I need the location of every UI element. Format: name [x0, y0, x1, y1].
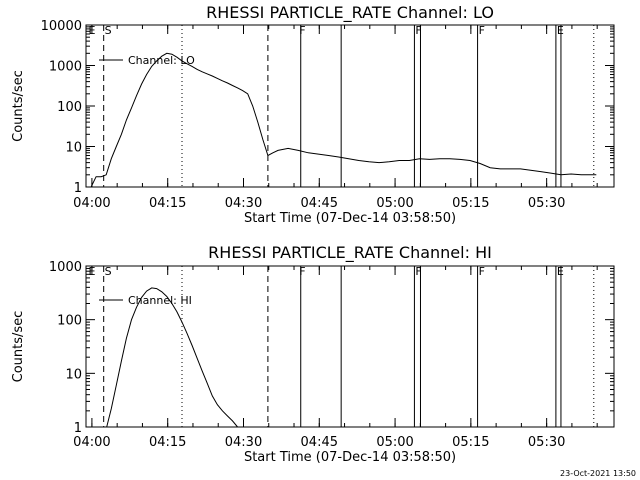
x-tick-label: 04:15 [149, 196, 186, 211]
event-flag-label: E [89, 24, 96, 37]
chart-title: RHESSI PARTICLE_RATE Channel: HI [208, 243, 492, 263]
event-flag-label: E [557, 24, 564, 37]
chart-panel-1: RHESSI PARTICLE_RATE Channel: HI Counts/s… [11, 243, 615, 465]
footer-stamp: 23-Oct-2021 13:50 [560, 469, 636, 478]
plot-frame [85, 24, 615, 188]
y-tick-label: 100 [57, 100, 82, 115]
x-axis-label: Start Time (07-Dec-14 03:58:50) [244, 211, 456, 226]
x-axis-label: Start Time (07-Dec-14 03:58:50) [244, 450, 456, 465]
x-tick-label: 04:00 [73, 196, 110, 211]
event-flag-label: E [89, 265, 96, 278]
event-flag-label: E [557, 265, 564, 278]
x-tick-label: 04:15 [149, 435, 186, 450]
legend-label: Channel: HI [128, 294, 192, 307]
x-tick-label: 04:00 [73, 435, 110, 450]
chart-panel-0: RHESSI PARTICLE_RATE Channel: LO Counts/s… [11, 3, 615, 226]
y-tick-label: 100 [57, 314, 82, 329]
event-flag-label: S [105, 24, 112, 37]
legend-label: Channel: LO [128, 54, 195, 67]
x-tick-label: 05:00 [376, 196, 413, 211]
plot-frame [85, 265, 615, 428]
y-axis-label: Counts/sec [11, 70, 26, 142]
event-flag-label: F [299, 24, 305, 37]
event-flag-label: F [479, 265, 485, 278]
y-tick-label: 10000 [41, 19, 82, 34]
x-tick-label: 05:15 [452, 196, 489, 211]
event-flag-label: S [105, 265, 112, 278]
event-flag-label: F [479, 24, 485, 37]
x-tick-label: 05:15 [452, 435, 489, 450]
y-tick-label: 10 [65, 367, 82, 382]
x-tick-label: 05:30 [528, 196, 565, 211]
series-line [86, 52, 597, 188]
y-tick-label: 1 [74, 181, 82, 196]
x-tick-label: 05:30 [528, 435, 565, 450]
y-axis-label: Counts/sec [11, 311, 26, 383]
y-tick-label: 1 [74, 421, 82, 436]
event-flag-label: F [299, 265, 305, 278]
y-tick-label: 10 [65, 141, 82, 156]
x-tick-label: 04:30 [225, 196, 262, 211]
x-tick-label: 05:00 [376, 435, 413, 450]
chart-title: RHESSI PARTICLE_RATE Channel: LO [206, 3, 494, 23]
x-tick-label: 04:30 [225, 435, 262, 450]
event-flag-label: F [415, 265, 421, 278]
y-tick-label: 1000 [49, 260, 82, 275]
series-line [106, 287, 238, 428]
y-tick-label: 1000 [49, 60, 82, 75]
x-tick-label: 04:45 [301, 435, 338, 450]
event-flag-label: F [415, 24, 421, 37]
x-tick-label: 04:45 [301, 196, 338, 211]
